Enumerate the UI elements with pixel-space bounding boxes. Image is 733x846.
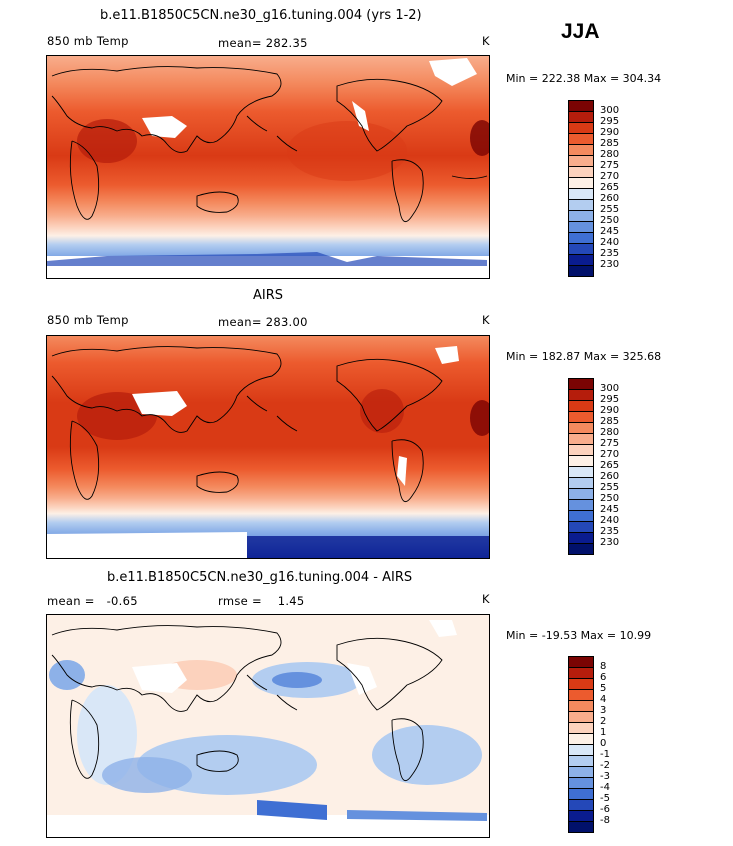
panel2-missing-greenland <box>435 346 459 364</box>
panel2-missing-tibet <box>132 391 187 416</box>
colorbar-tick-label: 5 <box>600 683 607 694</box>
colorbar-tick-label: 245 <box>600 226 620 237</box>
panel1-minmax: Min = 222.38 Max = 304.34 <box>506 72 662 85</box>
season-label: JJA <box>561 20 600 43</box>
colorbar-tick-label: 300 <box>600 105 620 116</box>
colorbar-tick-label: 245 <box>600 504 620 515</box>
panel3-difference-map <box>46 614 490 838</box>
colorbar-tick-label: 230 <box>600 259 620 270</box>
panel2-field <box>47 336 489 558</box>
panel3-units: K <box>482 592 490 606</box>
colorbar-tick-label: 6 <box>600 672 607 683</box>
colorbar-tick-label: 290 <box>600 127 620 138</box>
panel3-colorbar: 8 6 5 4 3 2 1 0 -1 -2 -3 -4 -5 -6 -8 <box>568 656 648 833</box>
colorbar-tick-label: 250 <box>600 493 620 504</box>
colorbar-tick-label: 2 <box>600 716 607 727</box>
colorbar-tick-label: 280 <box>600 149 620 160</box>
colorbar-tick-label: 230 <box>600 537 620 548</box>
panel1-units: K <box>482 34 490 48</box>
panel2-obs-map <box>46 335 490 559</box>
colorbar-tick-label: 295 <box>600 394 620 405</box>
panel2-minmax: Min = 182.87 Max = 325.68 <box>506 350 662 363</box>
panel2-missing-antarctica <box>47 532 247 558</box>
panel1-coastlines <box>51 66 488 223</box>
panel2-coastlines <box>51 346 443 503</box>
colorbar-tick-label: 270 <box>600 171 620 182</box>
colorbar-swatch <box>568 265 594 277</box>
panel2-units: K <box>482 313 490 327</box>
colorbar-tick-label: 275 <box>600 438 620 449</box>
colorbar-tick-label: -1 <box>600 749 610 760</box>
panel2-title: AIRS <box>253 288 284 303</box>
colorbar-tick-label: -5 <box>600 793 610 804</box>
colorbar-tick-label: 270 <box>600 449 620 460</box>
colorbar-tick-label: 280 <box>600 427 620 438</box>
colorbar-tick-label: 275 <box>600 160 620 171</box>
colorbar-tick-label: 265 <box>600 182 620 193</box>
colorbar-tick-label: -2 <box>600 760 610 771</box>
panel3-minmax: Min = -19.53 Max = 10.99 <box>506 629 652 642</box>
colorbar-tick-label: -3 <box>600 771 610 782</box>
colorbar-tick-label: 8 <box>600 661 607 672</box>
colorbar-swatch <box>568 821 594 833</box>
colorbar-tick-label: 290 <box>600 405 620 416</box>
colorbar-tick-label: 255 <box>600 482 620 493</box>
colorbar-tick-label: 240 <box>600 515 620 526</box>
panel3-missing-greenland <box>429 620 457 637</box>
panel2-mean: mean= 283.00 <box>218 315 308 329</box>
panel1-mean: mean= 282.35 <box>218 36 308 50</box>
panel2-colorbar: 300 295 290 285 280 275 270 265 260 255 250 245 240 2… <box>568 378 648 555</box>
panel3-rmse: rmse = 1.45 <box>218 594 305 608</box>
colorbar-tick-label: 295 <box>600 116 620 127</box>
colorbar-tick-label: 300 <box>600 383 620 394</box>
panel1-missing-tibet <box>142 116 187 138</box>
colorbar-tick-label: 250 <box>600 215 620 226</box>
colorbar-tick-label: 265 <box>600 460 620 471</box>
colorbar-tick-label: 4 <box>600 694 607 705</box>
colorbar-tick-label: -8 <box>600 815 610 826</box>
colorbar-tick-label: 260 <box>600 471 620 482</box>
colorbar-tick-label: -4 <box>600 782 610 793</box>
colorbar-tick-label: 285 <box>600 416 620 427</box>
panel3-missing-antarctica <box>47 815 489 837</box>
colorbar-tick-label: 240 <box>600 237 620 248</box>
panel1-title: b.e11.B1850C5CN.ne30_g16.tuning.004 (yrs… <box>100 8 422 23</box>
colorbar-tick-label: 260 <box>600 193 620 204</box>
panel1-model-map <box>46 55 490 279</box>
colorbar-tick-label: 235 <box>600 526 620 537</box>
panel3-title: b.e11.B1850C5CN.ne30_g16.tuning.004 - AI… <box>107 570 413 585</box>
colorbar-tick-label: 235 <box>600 248 620 259</box>
panel1-variable-label: 850 mb Temp <box>47 34 129 48</box>
panel1-missing-greenland <box>429 58 477 86</box>
colorbar-swatch <box>568 543 594 555</box>
colorbar-tick-label: 1 <box>600 727 607 738</box>
panel1-colorbar: 300 295 290 285 280 275 270 265 260 255 250 245 240 2… <box>568 100 648 277</box>
colorbar-tick-label: 255 <box>600 204 620 215</box>
panel3-missing-tibet <box>132 663 187 693</box>
panel2-variable-label: 850 mb Temp <box>47 313 129 327</box>
colorbar-tick-label: -6 <box>600 804 610 815</box>
panel3-mean: mean = -0.65 <box>47 594 138 608</box>
panel3-coastlines <box>51 625 443 782</box>
colorbar-tick-label: 3 <box>600 705 607 716</box>
panel1-field <box>47 56 489 278</box>
colorbar-tick-label: 0 <box>600 738 607 749</box>
colorbar-tick-label: 285 <box>600 138 620 149</box>
